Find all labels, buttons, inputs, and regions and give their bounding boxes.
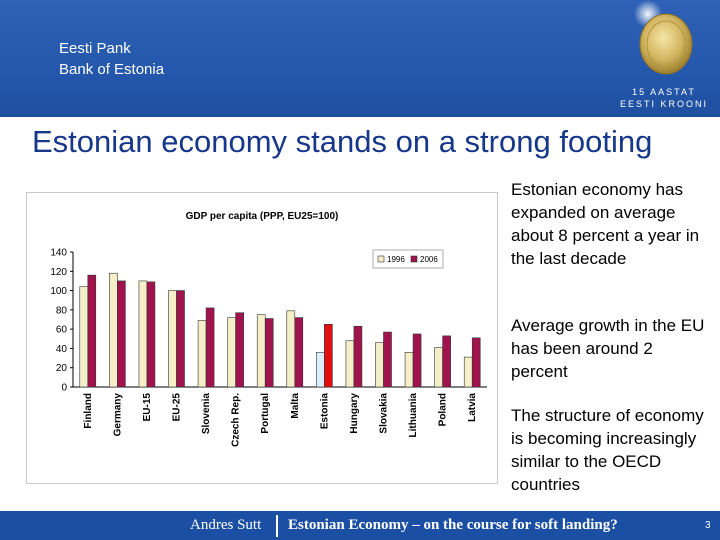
y-tick-label: 20	[56, 363, 68, 374]
coin-icon	[639, 13, 693, 75]
bank-name-estonian: Eesti Pank	[59, 40, 131, 57]
bar-lithuania-1996	[404, 351, 414, 388]
x-tick-label: EU-15	[142, 393, 153, 422]
bar-germany-1996	[109, 272, 118, 388]
bar-lithuania-2006	[412, 333, 422, 388]
bar-eu-25-2006	[176, 290, 185, 388]
legend-swatch-2006	[410, 255, 418, 263]
footer-bar: Andres Sutt Estonian Economy – on the co…	[0, 511, 720, 540]
x-tick-label: Slovakia	[379, 393, 390, 434]
y-tick-label: 80	[56, 305, 68, 316]
bank-name-english: Bank of Estonia	[59, 61, 165, 78]
footer-divider	[276, 515, 278, 537]
footer-author: Andres Sutt	[190, 517, 262, 533]
header-banner: Eesti Pank Bank of Estonia 15 AASTAT EES…	[0, 0, 720, 117]
bar-finland-2006	[87, 274, 97, 388]
bar-malta-1996	[286, 310, 296, 388]
bar-eu-25-1996	[168, 290, 177, 388]
bullet-economy-growth: Estonian economy has expanded on average…	[511, 180, 700, 268]
x-tick-label: Portugal	[260, 393, 271, 434]
bar-estonia-1996	[316, 351, 325, 388]
x-tick-label: Latvia	[467, 393, 478, 422]
bar-portugal-2006	[264, 318, 274, 388]
logo-text-kroon: EESTI KROONI	[620, 99, 708, 109]
kroon-coin-logo: 15 AASTAT EESTI KROONI	[620, 0, 708, 109]
bar-latvia-1996	[463, 356, 473, 388]
bar-hungary-2006	[353, 325, 363, 388]
bar-czech-rep--2006	[235, 312, 244, 388]
bar-portugal-1996	[256, 314, 266, 388]
gdp-bar-chart: GDP per capita (PPP, EU25=100) 0 20 40 60 80 1…	[50, 211, 487, 447]
x-tick-label: EU-25	[172, 393, 183, 422]
bullet-structure: The structure of economy is becoming inc…	[511, 406, 704, 494]
bar-latvia-2006	[471, 337, 481, 388]
page-number: 3	[705, 520, 711, 531]
bullet-eu-growth: Average growth in the EU has been around…	[511, 316, 705, 381]
x-tick-label: Finland	[83, 393, 94, 429]
x-tick-label: Germany	[112, 393, 123, 437]
y-tick-label: 0	[61, 383, 67, 394]
x-tick-label: Poland	[438, 393, 449, 426]
bar-slovenia-1996	[197, 320, 207, 388]
logo-text-years: 15 AASTAT	[632, 87, 696, 97]
bar-poland-2006	[442, 335, 451, 388]
x-tick-label: Estonia	[319, 393, 330, 430]
bar-eu-15-1996	[138, 280, 148, 388]
y-tick-label: 100	[50, 286, 67, 297]
x-tick-label: Hungary	[349, 393, 360, 434]
y-tick-label: 60	[56, 325, 68, 336]
bar-malta-2006	[294, 317, 304, 388]
legend-label-2006: 2006	[420, 255, 438, 264]
bar-slovakia-1996	[375, 342, 384, 388]
chart-frame: GDP per capita (PPP, EU25=100) 0 20 40 60 80 1…	[26, 192, 498, 484]
bar-finland-1996	[79, 286, 89, 388]
x-tick-label: Lithuania	[408, 393, 419, 438]
bar-slovakia-2006	[383, 331, 392, 388]
slide-title: Estonian economy stands on a strong foot…	[32, 124, 653, 159]
y-tick-label: 140	[50, 248, 67, 259]
bar-hungary-1996	[345, 340, 355, 388]
footer-title: Estonian Economy – on the course for sof…	[288, 517, 618, 533]
x-tick-label: Malta	[290, 393, 301, 419]
bar-slovenia-2006	[205, 307, 215, 388]
x-tick-label: Slovenia	[201, 393, 212, 435]
y-tick-label: 120	[50, 267, 67, 278]
bar-czech-rep--1996	[227, 317, 236, 388]
x-tick-label: Czech Rep.	[231, 393, 242, 447]
legend-label-1996: 1996	[387, 255, 405, 264]
y-tick-label: 40	[56, 344, 68, 355]
legend-box	[372, 249, 444, 269]
bar-eu-15-2006	[146, 281, 156, 388]
bar-estonia-2006	[324, 324, 333, 388]
bar-germany-2006	[117, 280, 126, 388]
bar-poland-1996	[434, 347, 443, 388]
legend-swatch-1996	[377, 255, 385, 263]
chart-title: GDP per capita (PPP, EU25=100)	[186, 211, 339, 222]
